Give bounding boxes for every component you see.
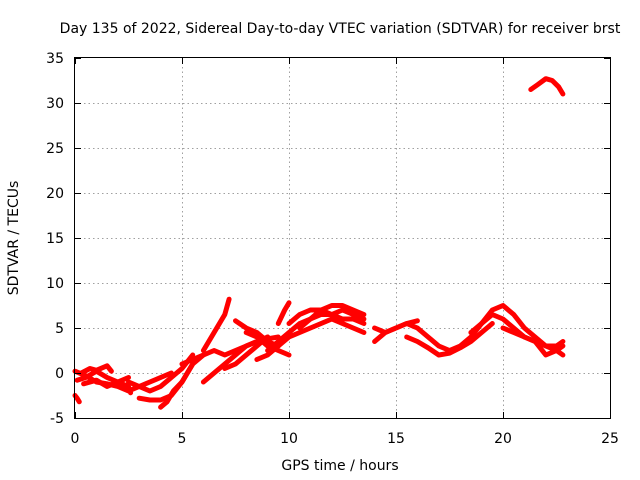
- x-tick-label: 5: [178, 431, 187, 447]
- y-tick-label: 10: [46, 276, 64, 292]
- y-tick-label: 20: [46, 186, 64, 202]
- x-tick-label: 0: [71, 431, 80, 447]
- series-line-arc-3: [74, 368, 134, 396]
- x-tick-label: 10: [280, 431, 298, 447]
- series-line-arc-23: [468, 303, 566, 358]
- series-line-arc-5: [81, 375, 131, 389]
- series-line-arc-22: [404, 321, 495, 358]
- series-line-arc-15: [254, 316, 367, 362]
- chart-title: Day 135 of 2022, Sidereal Day-to-day VTE…: [60, 21, 621, 37]
- x-tick-label: 15: [387, 431, 405, 447]
- series-line-arc-24: [500, 325, 566, 358]
- y-tick-label: -5: [50, 411, 64, 427]
- y-tick-label: 25: [46, 141, 64, 157]
- series-line-arc-25: [528, 76, 566, 97]
- x-tick-label: 25: [601, 431, 619, 447]
- series-line-arc-19: [297, 303, 367, 331]
- y-tick-label: 5: [55, 321, 64, 337]
- y-axis-label: SDTVAR / TECUs: [6, 181, 22, 296]
- series-line-arc-8: [158, 352, 206, 410]
- y-tick-label: 15: [46, 231, 64, 247]
- series-line-arc-6: [126, 352, 196, 394]
- series-line-arc-18: [286, 307, 367, 326]
- series-layer: [72, 76, 566, 410]
- y-tick-label: 35: [46, 51, 64, 67]
- series-line-arc-1: [72, 393, 82, 405]
- x-axis-label: GPS time / hours: [281, 458, 398, 474]
- series-line-arc-4: [78, 363, 114, 376]
- series-line-arc-10: [200, 296, 232, 353]
- plot-frame: [74, 57, 611, 419]
- series-line-arc-21: [372, 318, 420, 344]
- grid: [75, 58, 610, 418]
- x-tick-label: 20: [494, 431, 512, 447]
- y-tick-label: 30: [46, 96, 64, 112]
- series-line-arc-2: [72, 368, 174, 394]
- series-line-arc-13: [233, 318, 281, 349]
- axis-ticks: 0 5 10 15 20 25 -5 0 5 10 15 20 25 30 35: [46, 51, 619, 447]
- series-line-arc-14: [243, 330, 292, 358]
- y-tick-label: 0: [55, 366, 64, 382]
- series-line-arc-17: [275, 300, 292, 326]
